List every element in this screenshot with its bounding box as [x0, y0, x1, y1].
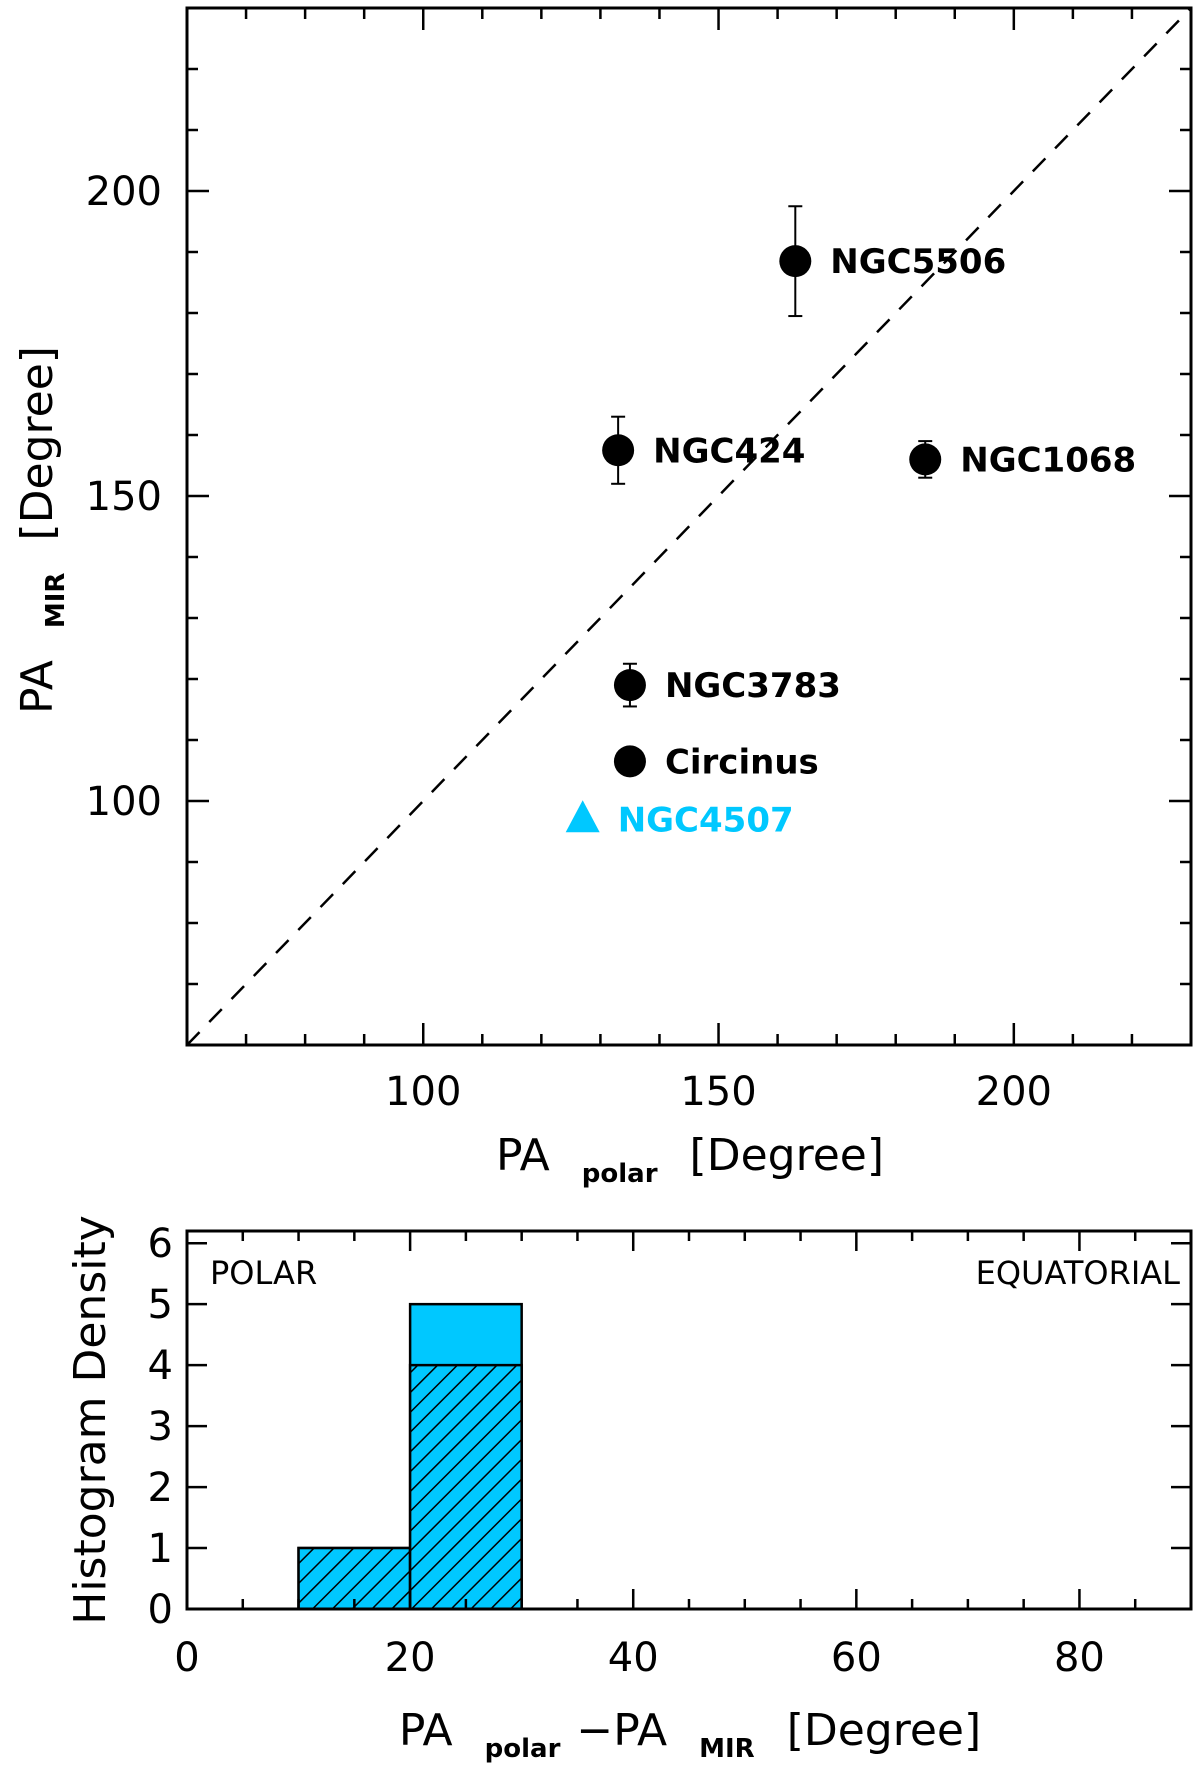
y-tick-label: 150 — [86, 474, 162, 520]
point-label: NGC4507 — [618, 800, 794, 840]
scatter-axis-ticks — [187, 8, 1191, 1045]
point-ngc5506: NGC5506 — [779, 205, 1006, 318]
histogram-y-tick-labels: 0 1 2 3 4 5 6 — [148, 1221, 173, 1633]
hist-x-title-unit: [Degree] — [787, 1705, 981, 1756]
scatter-plot-frame — [185, 6, 1193, 1047]
polar-annotation: POLAR — [210, 1254, 317, 1292]
histogram-x-tick-labels: 0 20 40 60 80 — [174, 1635, 1105, 1681]
bin-hatched-bar — [297, 1546, 412, 1611]
hist-x-title-pa2: −PA — [576, 1705, 667, 1756]
point-label: NGC1068 — [960, 440, 1136, 480]
circle-marker — [613, 669, 646, 702]
histogram-y-axis-title: Histogram Density — [65, 1215, 116, 1625]
scatter-y-tick-labels: 100 150 200 — [86, 169, 162, 825]
histogram-bin — [408, 1302, 523, 1611]
hist-y-tick-label: 6 — [148, 1221, 173, 1267]
scatter-panel: 100 150 200 100 150 200 NGC5506 NGC424 NGC1068… — [12, 6, 1193, 1193]
circle-marker — [613, 745, 646, 778]
circle-marker — [602, 434, 635, 467]
y-tick-label: 200 — [86, 169, 162, 215]
point-ngc1068: NGC1068 — [909, 440, 1136, 480]
point-ngc424: NGC424 — [602, 415, 805, 485]
point-circinus: Circinus — [613, 742, 819, 782]
bin-hatched-bar — [408, 1363, 523, 1611]
hist-x-tick-label: 80 — [1054, 1635, 1105, 1681]
point-ngc3783: NGC3783 — [613, 662, 841, 708]
scatter-y-title-sub: MIR — [41, 573, 71, 629]
histogram-bin — [297, 1546, 412, 1611]
scatter-y-axis-title: PA MIR [Degree] — [12, 346, 75, 714]
y-tick-label: 100 — [86, 779, 162, 825]
hist-y-tick-label: 2 — [148, 1465, 173, 1511]
hist-x-tick-label: 60 — [831, 1635, 882, 1681]
point-label: NGC424 — [653, 431, 805, 471]
hist-x-tick-label: 40 — [608, 1635, 659, 1681]
point-label: NGC3783 — [665, 666, 841, 706]
hist-y-tick-label: 4 — [148, 1343, 173, 1389]
scatter-y-title-main: PA — [12, 660, 63, 714]
x-tick-label: 100 — [385, 1069, 461, 1115]
histogram-panel: 0 20 40 60 80 0 1 2 3 4 5 6 POLAR EQUATORIAL Histo… — [65, 1215, 1193, 1766]
scatter-x-axis-title: PA polar [Degree] — [496, 1130, 884, 1193]
point-label: Circinus — [665, 742, 819, 782]
hist-y-tick-label: 3 — [148, 1404, 173, 1450]
hist-y-tick-label: 0 — [148, 1587, 173, 1633]
scatter-x-tick-labels: 100 150 200 — [385, 1069, 1052, 1115]
scatter-x-title-main: PA — [496, 1130, 550, 1181]
hist-x-title-sub1: polar — [485, 1734, 561, 1764]
x-tick-label: 150 — [680, 1069, 756, 1115]
histogram-bars — [297, 1302, 523, 1611]
hist-x-title-pa1: PA — [399, 1705, 453, 1756]
hist-y-tick-label: 5 — [148, 1282, 173, 1328]
hist-x-tick-label: 0 — [174, 1635, 199, 1681]
scatter-x-title-sub: polar — [582, 1159, 658, 1189]
scatter-y-title-unit: [Degree] — [12, 346, 63, 540]
triangle-marker — [565, 800, 600, 833]
histogram-axis-ticks — [185, 1231, 1193, 1611]
circle-marker — [909, 443, 942, 476]
scatter-x-title-unit: [Degree] — [690, 1130, 884, 1181]
x-tick-label: 200 — [976, 1069, 1052, 1115]
point-ngc4507: NGC4507 — [565, 800, 794, 840]
hist-x-title-sub2: MIR — [699, 1734, 755, 1764]
point-label: NGC5506 — [830, 242, 1006, 282]
scatter-points: NGC5506 NGC424 NGC1068 NGC3783 Circinus NGC45… — [565, 205, 1136, 840]
histogram-x-axis-title: PA polar −PA MIR [Degree] — [399, 1705, 981, 1766]
hist-x-tick-label: 20 — [385, 1635, 436, 1681]
hist-y-tick-label: 1 — [148, 1526, 173, 1572]
equatorial-annotation: EQUATORIAL — [976, 1254, 1181, 1292]
circle-marker — [779, 245, 812, 278]
identity-reference-line — [186, 7, 1192, 1046]
